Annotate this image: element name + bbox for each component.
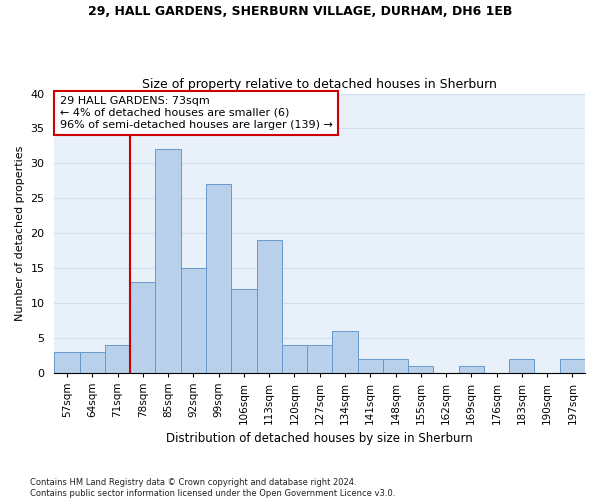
Bar (231, 289, 257, 372)
Bar (282, 344, 307, 372)
Bar (55, 352, 80, 372)
Bar (80, 352, 105, 372)
Bar (307, 344, 332, 372)
X-axis label: Distribution of detached houses by size in Sherburn: Distribution of detached houses by size … (166, 432, 473, 445)
Bar (105, 344, 130, 372)
Text: 29, HALL GARDENS, SHERBURN VILLAGE, DURHAM, DH6 1EB: 29, HALL GARDENS, SHERBURN VILLAGE, DURH… (88, 5, 512, 18)
Bar (155, 150, 181, 372)
Bar (383, 358, 408, 372)
Text: 29 HALL GARDENS: 73sqm
← 4% of detached houses are smaller (6)
96% of semi-detac: 29 HALL GARDENS: 73sqm ← 4% of detached … (60, 96, 332, 130)
Text: Contains HM Land Registry data © Crown copyright and database right 2024.
Contai: Contains HM Land Registry data © Crown c… (30, 478, 395, 498)
Bar (560, 358, 585, 372)
Bar (130, 282, 155, 372)
Bar (206, 184, 231, 372)
Bar (408, 366, 433, 372)
Bar (181, 268, 206, 372)
Y-axis label: Number of detached properties: Number of detached properties (15, 146, 25, 320)
Bar (509, 358, 535, 372)
Bar (332, 330, 358, 372)
Title: Size of property relative to detached houses in Sherburn: Size of property relative to detached ho… (142, 78, 497, 91)
Bar (458, 366, 484, 372)
Bar (358, 358, 383, 372)
Bar (257, 240, 282, 372)
